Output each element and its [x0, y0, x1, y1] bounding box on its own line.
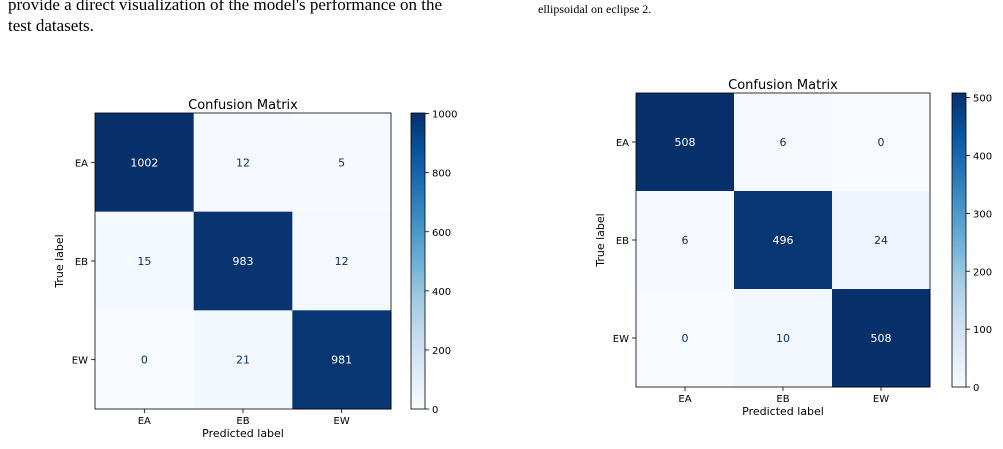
x-tick-label: EA	[138, 416, 151, 427]
matrix-cell	[193, 113, 293, 213]
cell-value-label: 508	[871, 332, 892, 345]
colorbar-tick-label: 400	[432, 287, 451, 298]
matrix-cell	[292, 113, 392, 213]
colorbar-tick-label: 0	[973, 383, 979, 394]
matrix-cell	[832, 93, 931, 192]
matrix-cell	[95, 310, 195, 410]
colorbar-tick-label: 800	[432, 169, 451, 180]
y-tick-label: EB	[75, 257, 88, 268]
x-tick-label: EB	[776, 394, 789, 405]
colorbar-tick-label: 600	[432, 228, 451, 239]
caption-left-line-2: test datasets.	[8, 16, 94, 35]
cell-value-label: 0	[682, 332, 689, 345]
matrix-cell	[636, 191, 735, 290]
confusion-matrix-chart-left: 1002 12 5 15 983 12 0 21 981 EA EB EW EA EB EW Confusio…	[53, 98, 457, 440]
chart-title: Confusion Matrix	[728, 78, 838, 93]
matrix-cell	[734, 93, 833, 192]
y-tick-label: EB	[616, 236, 629, 247]
cell-value-label: 983	[233, 255, 254, 268]
x-axis-label: Predicted label	[742, 405, 824, 418]
caption-right-line-1: ellipsoidal on eclipse 2.	[538, 2, 652, 16]
cell-value-label: 12	[335, 255, 349, 268]
matrix-cell	[734, 191, 833, 290]
colorbar-tick-label: 300	[973, 209, 992, 220]
matrix-cell	[95, 113, 195, 213]
colorbar	[952, 93, 966, 387]
x-tick-label: EB	[236, 416, 249, 427]
colorbar-frame	[951, 92, 967, 388]
y-tick-label: EW	[72, 356, 88, 367]
colorbar-tick-label: 100	[973, 325, 992, 336]
x-tick-label: EA	[678, 394, 691, 405]
matrix-cell	[636, 289, 735, 388]
colorbar-tick-label: 200	[432, 346, 451, 357]
matrix-cell	[636, 93, 735, 192]
colorbar-tick-label: 1000	[432, 110, 457, 121]
cell-value-label: 6	[780, 136, 787, 149]
matrix-cell	[292, 211, 392, 311]
cell-value-label: 0	[141, 354, 148, 367]
colorbar-tick-label: 500	[973, 94, 992, 105]
matrix-cell	[193, 211, 293, 311]
cell-value-label: 10	[776, 332, 790, 345]
cell-value-label: 981	[331, 354, 352, 367]
y-axis-label: True label	[594, 213, 607, 267]
colorbar-tick-label: 0	[432, 405, 438, 416]
matrix-cell	[734, 289, 833, 388]
colorbar-tick-label: 200	[973, 267, 992, 278]
y-axis-label: True label	[53, 234, 66, 288]
cell-value-label: 21	[236, 354, 250, 367]
y-tick-label: EW	[613, 334, 629, 345]
cell-value-label: 12	[236, 156, 250, 169]
cell-value-label: 1002	[130, 156, 158, 169]
cell-value-label: 0	[878, 136, 885, 149]
cell-value-label: 5	[338, 156, 345, 169]
colorbar-frame	[410, 112, 426, 410]
chart-title: Confusion Matrix	[188, 98, 298, 113]
x-tick-label: EW	[334, 416, 350, 427]
colorbar	[411, 113, 425, 409]
caption-left: provide a direct visualization of the mo…	[8, 0, 442, 36]
matrix-cell	[292, 310, 392, 410]
matrix-cell	[193, 310, 293, 410]
x-tick-label: EW	[873, 394, 889, 405]
matrix-cell	[832, 289, 931, 388]
matrix-cell	[95, 211, 195, 311]
cell-value-label: 496	[773, 234, 794, 247]
cell-value-label: 6	[682, 234, 689, 247]
cell-value-label: 508	[675, 136, 696, 149]
x-axis-label: Predicted label	[202, 427, 284, 440]
confusion-matrix-chart-right: 508 6 0 6 496 24 0 10 508 EA EB EW EA EB EW Confusion M…	[594, 78, 992, 418]
cell-value-label: 24	[874, 234, 888, 247]
y-tick-label: EA	[75, 158, 88, 169]
caption-right: ellipsoidal on eclipse 2.	[538, 2, 651, 16]
matrix-cell	[832, 191, 931, 290]
colorbar-tick-label: 400	[973, 152, 992, 163]
cell-value-label: 15	[137, 255, 151, 268]
y-tick-label: EA	[616, 138, 629, 149]
caption-left-line-1: provide a direct visualization of the mo…	[8, 0, 443, 14]
